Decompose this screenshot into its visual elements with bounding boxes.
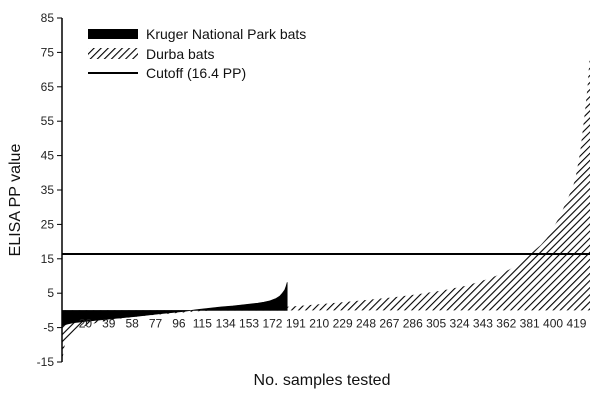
x-tick-label: 400	[543, 316, 563, 330]
y-tick-label: -15	[37, 355, 55, 369]
series-area-kruger	[61, 282, 288, 327]
x-tick-label: 77	[149, 316, 163, 330]
legend: Kruger National Park bats Durba bats Cut…	[88, 26, 306, 81]
y-tick-label: 35	[41, 183, 55, 197]
y-tick-label: -5	[43, 321, 54, 335]
x-tick-label: 115	[193, 316, 212, 330]
x-tick-label: 419	[566, 316, 586, 330]
y-tick-label: 45	[41, 149, 55, 163]
legend-swatch-durba	[88, 48, 138, 59]
x-tick-label: 134	[216, 316, 236, 330]
x-tick-label: 324	[450, 316, 470, 330]
x-axis-ticks: 20 39 58 77 96 115 134 153 172 191 210 229 248 267 286…	[79, 316, 587, 330]
x-tick-label: 210	[309, 316, 329, 330]
x-tick-label: 58	[125, 316, 139, 330]
x-tick-label: 20	[79, 316, 93, 330]
legend-label-cutoff: Cutoff (16.4 PP)	[146, 65, 246, 81]
x-tick-label: 153	[239, 316, 259, 330]
x-tick-label: 381	[520, 316, 540, 330]
x-tick-label: 343	[473, 316, 493, 330]
y-tick-label: 75	[41, 45, 55, 59]
x-tick-label: 362	[496, 316, 516, 330]
y-tick-label: 55	[41, 114, 55, 128]
x-tick-label: 172	[262, 316, 282, 330]
legend-swatch-kruger	[88, 29, 138, 39]
x-tick-label: 286	[403, 316, 423, 330]
x-tick-label: 267	[379, 316, 399, 330]
y-axis-title: ELISA PP value	[7, 144, 24, 257]
y-tick-label: 5	[47, 286, 54, 300]
x-tick-label: 96	[172, 316, 186, 330]
y-tick-label: 15	[41, 252, 55, 266]
y-tick-label: 85	[41, 11, 55, 25]
x-tick-label: 191	[286, 316, 306, 330]
legend-label-kruger: Kruger National Park bats	[146, 26, 306, 42]
y-tick-label: 65	[41, 80, 55, 94]
y-tick-label: 25	[41, 217, 55, 231]
plot-area	[61, 55, 590, 363]
x-tick-label: 248	[356, 316, 376, 330]
x-tick-label: 39	[102, 316, 116, 330]
x-tick-label: 305	[426, 316, 446, 330]
x-axis-title: No. samples tested	[254, 372, 391, 389]
y-axis-ticks: -15 -5 5 15 25 35 45 55 65 75 85	[37, 11, 62, 369]
x-tick-label: 229	[333, 316, 353, 330]
legend-label-durba: Durba bats	[146, 46, 214, 62]
